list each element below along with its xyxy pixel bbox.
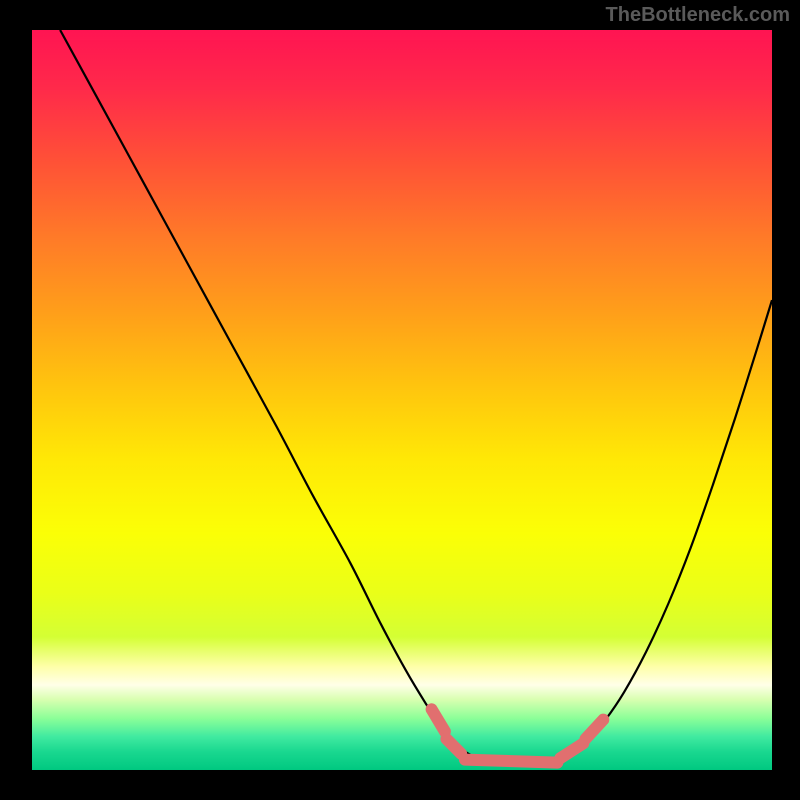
watermark-text: TheBottleneck.com xyxy=(606,4,790,27)
highlight-segment xyxy=(446,739,461,754)
bottleneck-curve xyxy=(60,30,772,764)
curve-layer xyxy=(32,30,772,770)
plot-area xyxy=(32,30,772,770)
highlight-segment xyxy=(465,760,558,763)
highlight-markers xyxy=(432,709,604,762)
highlight-segment xyxy=(586,720,604,739)
highlight-segment xyxy=(560,743,583,758)
highlight-segment xyxy=(432,709,445,731)
